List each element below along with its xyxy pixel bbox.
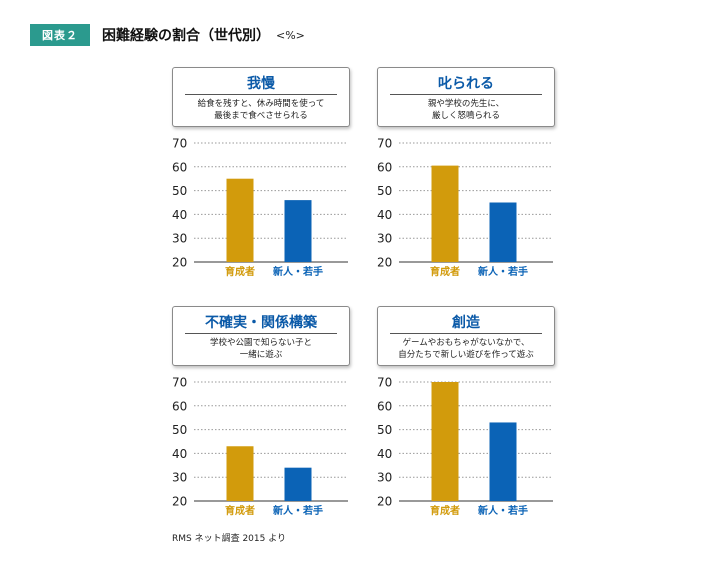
figure-badge: 図表２ [30,24,90,46]
y-tick-label: 50 [377,423,392,437]
figure-unit: <%> [276,28,305,42]
y-tick-label: 60 [172,399,187,413]
y-tick-label: 30 [172,471,187,485]
title-divider [185,94,337,95]
description-line: 親や学校の先生に、 [427,99,505,109]
x-category-label: 育成者 [225,504,255,517]
title-divider [390,94,542,95]
y-tick-label: 40 [172,447,187,461]
description-line: 給食を残すと、休み時間を使って [197,99,325,109]
title-divider [390,333,542,334]
bar [489,422,517,501]
x-category-label: 新人・若手 [478,504,528,517]
x-category-label: 新人・若手 [478,265,528,278]
chart-panel-shikarareru: 叱られる 親や学校の先生に、 厳しく怒鳴られる 20 30 40 50 60 70 育成者 新… [377,67,555,282]
bar-chart: 20 30 40 50 60 70 育成者 新人・若手 [172,137,348,278]
x-category-label: 育成者 [430,265,460,278]
y-tick-label: 50 [172,423,187,437]
bar [226,178,254,262]
y-tick-label: 70 [377,137,392,151]
y-tick-label: 70 [377,376,392,390]
x-category-label: 育成者 [430,504,460,517]
y-tick-label: 30 [172,232,187,246]
description-line: ゲームやおもちゃがないなかで、 [402,338,530,348]
figure-header: 図表２ 困難経験の割合（世代別） <%> [30,24,305,46]
y-tick-label: 20 [172,495,187,509]
x-category-label: 育成者 [225,265,255,278]
title-divider [185,333,337,334]
bar-chart: 20 30 40 50 60 70 育成者 新人・若手 [172,376,348,517]
chart-title: 創造 [452,315,480,331]
x-category-label: 新人・若手 [273,265,323,278]
bar [489,202,517,262]
chart-title-card: 我慢 給食を残すと、休み時間を使って 最後まで食べさせられる [172,67,350,127]
bar [431,382,459,501]
chart-description: 給食を残すと、休み時間を使って 最後まで食べさせられる [177,98,345,122]
description-line: 学校や公園で知らない子と [209,338,312,348]
y-tick-label: 50 [377,184,392,198]
description-line: 一緒に遊ぶ [239,350,283,360]
y-tick-label: 20 [377,256,392,270]
description-line: 厳しく怒鳴られる [431,111,500,121]
bar [226,446,254,501]
y-tick-label: 40 [377,447,392,461]
y-tick-label: 70 [172,376,187,390]
chart-title: 我慢 [247,76,275,92]
bar-chart: 20 30 40 50 60 70 育成者 新人・若手 [377,137,553,278]
bar [284,467,312,501]
source-note: RMS ネット調査 2015 より [172,534,287,544]
chart-title-card: 叱られる 親や学校の先生に、 厳しく怒鳴られる [377,67,555,127]
bar [284,200,312,262]
bar [431,165,459,262]
y-tick-label: 60 [377,160,392,174]
chart-title-card: 創造 ゲームやおもちゃがないなかで、 自分たちで新しい遊びを作って遊ぶ [377,306,555,366]
y-tick-label: 30 [377,232,392,246]
y-tick-label: 20 [172,256,187,270]
y-tick-label: 40 [172,208,187,222]
y-tick-label: 30 [377,471,392,485]
y-tick-label: 70 [172,137,187,151]
chart-description: 学校や公園で知らない子と 一緒に遊ぶ [177,337,345,361]
description-line: 自分たちで新しい遊びを作って遊ぶ [398,350,534,360]
figure-title: 困難経験の割合（世代別） [102,28,270,44]
y-tick-label: 40 [377,208,392,222]
chart-title: 叱られる [438,76,494,92]
bar-chart: 20 30 40 50 60 70 育成者 新人・若手 [377,376,553,517]
chart-panel-gaman: 我慢 給食を残すと、休み時間を使って 最後まで食べさせられる 20 30 40 50 6… [172,67,350,282]
description-line: 最後まで食べさせられる [214,111,308,121]
chart-description: ゲームやおもちゃがないなかで、 自分たちで新しい遊びを作って遊ぶ [382,337,550,361]
y-tick-label: 50 [172,184,187,198]
chart-description: 親や学校の先生に、 厳しく怒鳴られる [382,98,550,122]
y-tick-label: 60 [172,160,187,174]
chart-title-card: 不確実・関係構築 学校や公園で知らない子と 一緒に遊ぶ [172,306,350,366]
y-tick-label: 20 [377,495,392,509]
chart-title: 不確実・関係構築 [205,315,317,331]
chart-panel-fukakujitsu: 不確実・関係構築 学校や公園で知らない子と 一緒に遊ぶ 20 30 40 50 60 70… [172,306,350,521]
x-category-label: 新人・若手 [273,504,323,517]
chart-panel-souzou: 創造 ゲームやおもちゃがないなかで、 自分たちで新しい遊びを作って遊ぶ 20 30… [377,306,555,521]
y-tick-label: 60 [377,399,392,413]
